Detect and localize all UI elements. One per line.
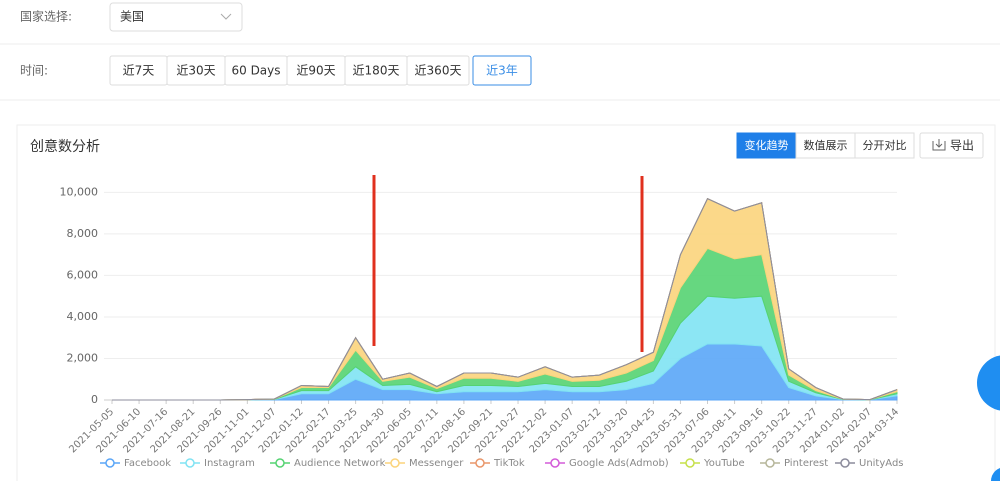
legend-label: Instagram [204, 458, 255, 469]
view-button[interactable] [854, 132, 915, 159]
y-tick-label: 4,000 [67, 310, 99, 323]
view-options: 变化趋势 数值展示 分开对比 [736, 132, 915, 159]
legend-marker [840, 458, 850, 468]
y-tick-label: 6,000 [67, 268, 99, 281]
country-select[interactable] [109, 2, 243, 32]
legend-marker [390, 458, 400, 468]
panel [16, 124, 996, 481]
time-label: 时间: [20, 64, 48, 78]
time-button-text: 近360天 [415, 64, 462, 78]
legend-label: YouTube [703, 458, 745, 469]
time-button-text: 近180天 [353, 64, 400, 78]
legend-label: Pinterest [784, 458, 828, 469]
float-button[interactable] [977, 355, 1000, 411]
time-button[interactable] [406, 55, 470, 86]
legend-label: Messenger [409, 458, 464, 469]
legend-marker [550, 458, 560, 468]
legend-label: Facebook [124, 458, 171, 469]
legend-marker [275, 458, 285, 468]
legend-label: Google Ads(Admob) [569, 458, 669, 469]
legend-marker [475, 458, 485, 468]
export-button[interactable] [919, 132, 984, 159]
view-button-text: 分开对比 [863, 138, 907, 152]
plot: 02,0004,0006,0008,00010,0002021-05-05202… [60, 185, 904, 469]
time-button-text: 近90天 [296, 64, 335, 78]
country-label: 国家选择: [20, 9, 72, 24]
view-button[interactable] [795, 132, 856, 159]
y-tick-label: 10,000 [60, 185, 99, 198]
view-button-text: 数值展示 [804, 139, 848, 152]
time-button-text: 60 Days [231, 64, 280, 78]
time-button-text: 近3年 [486, 64, 518, 78]
dropdown-arrow [220, 13, 232, 20]
view-button-text: 变化趋势 [745, 138, 789, 152]
y-tick-label: 0 [91, 393, 98, 406]
y-tick-label: 8,000 [67, 227, 99, 240]
time-button-text: 近7天 [123, 64, 155, 78]
y-tick-label: 2,000 [67, 351, 99, 364]
export-icon [932, 139, 946, 151]
panel-title: 创意数分析 [30, 138, 100, 155]
time-button[interactable] [472, 55, 532, 86]
legend-label: TikTok [493, 458, 525, 469]
time-options: 近7天 近30天 60 Days 近90天 近180天 近360天 近3年 [109, 55, 532, 86]
legend-marker [185, 458, 195, 468]
legend-label: Audience Network [294, 458, 386, 469]
legend-marker [105, 458, 115, 468]
legend-marker [765, 458, 775, 468]
export-text: 导出 [950, 139, 974, 153]
legend-label: UnityAds [859, 458, 904, 469]
legend-marker [685, 458, 695, 468]
view-button[interactable] [736, 132, 797, 159]
float-button[interactable] [991, 467, 1000, 481]
time-button-text: 近30天 [176, 64, 215, 78]
country-value: 美国 [120, 10, 144, 24]
